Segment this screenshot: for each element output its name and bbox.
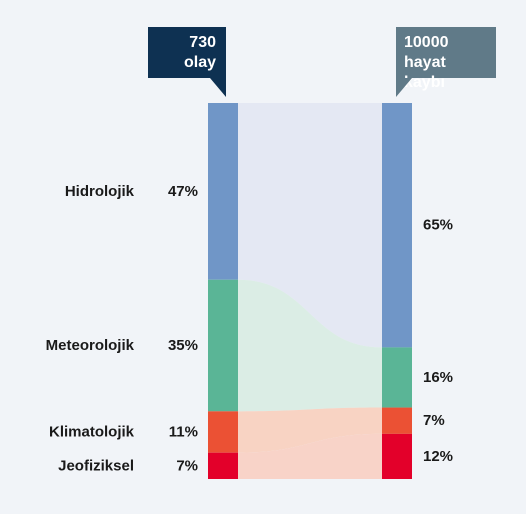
- left-node-meteorolojik: [208, 279, 238, 412]
- category-label-meteorolojik: Meteorolojik: [46, 337, 135, 354]
- right-node-hidrolojik: [382, 103, 412, 348]
- category-label-hidrolojik: Hidrolojik: [65, 183, 135, 200]
- category-label-klimatolojik: Klimatolojik: [49, 424, 135, 441]
- left-node-hidrolojik: [208, 103, 238, 280]
- right-percent-label-meteorolojik: 16%: [423, 369, 453, 386]
- event-count-unit: olay: [183, 54, 216, 71]
- right-percent-label-klimatolojik: 7%: [423, 412, 445, 429]
- right-percent-label-jeofiziksel: 12%: [423, 448, 453, 465]
- left-percent-label-klimatolojik: 11%: [169, 424, 198, 441]
- right-node-jeofiziksel: [382, 433, 412, 479]
- left-percent-label-meteorolojik: 35%: [168, 337, 198, 354]
- event-count-value: 730: [189, 34, 216, 51]
- event-count-callout: 730 olay: [148, 27, 226, 78]
- flow-hidrolojik: [238, 103, 382, 348]
- right-percent-label-hidrolojik: 65%: [423, 217, 453, 234]
- flow-jeofiziksel: [238, 433, 382, 479]
- left-percent-label-hidrolojik: 47%: [168, 183, 198, 200]
- left-percent-label-jeofiziksel: 7%: [176, 457, 198, 474]
- death-count-callout-pointer: [396, 78, 412, 97]
- left-node-jeofiziksel: [208, 452, 238, 479]
- death-count-unit: hayat kaybı: [404, 54, 446, 91]
- flow-meteorolojik: [238, 279, 382, 412]
- death-count-value: 10000: [404, 34, 449, 51]
- right-node-meteorolojik: [382, 347, 412, 408]
- death-count-callout: 10000 hayat kaybı: [396, 27, 496, 91]
- left-node-klimatolojik: [208, 411, 238, 453]
- flow-klimatolojik: [238, 407, 382, 453]
- category-label-jeofiziksel: Jeofiziksel: [58, 457, 134, 474]
- right-node-klimatolojik: [382, 407, 412, 434]
- event-count-callout-pointer: [210, 78, 226, 97]
